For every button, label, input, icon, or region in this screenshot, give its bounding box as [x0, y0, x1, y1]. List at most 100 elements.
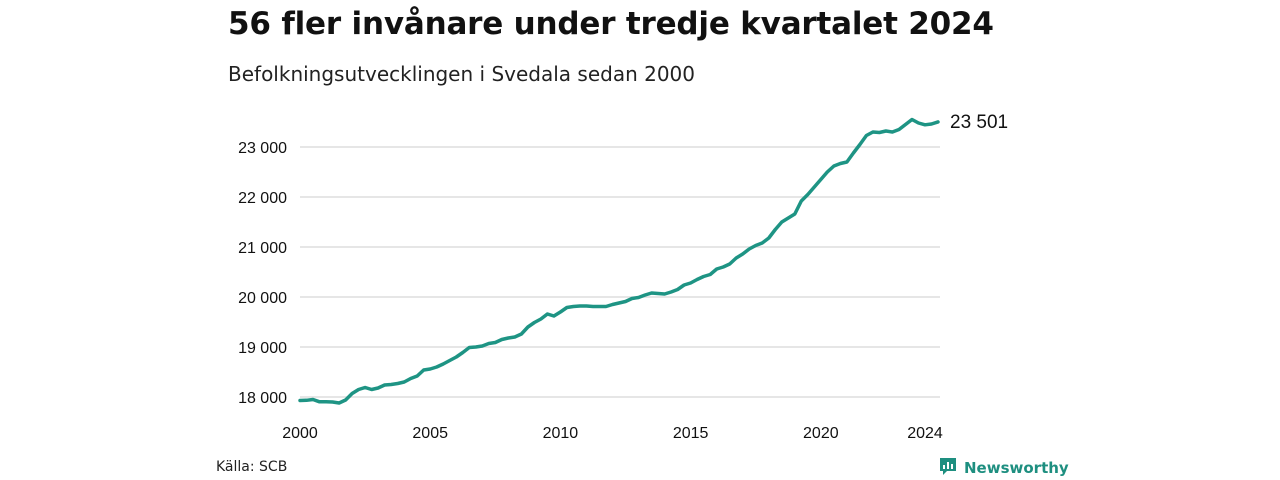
- x-tick-label: 2015: [673, 425, 709, 442]
- data-point: [865, 134, 868, 137]
- data-point: [715, 268, 718, 270]
- data-point: [364, 386, 366, 389]
- x-tick-label: 2000: [282, 425, 318, 442]
- data-point: [768, 237, 770, 239]
- data-points: [299, 118, 939, 404]
- data-point: [644, 294, 646, 296]
- data-point: [904, 123, 907, 126]
- data-point: [409, 377, 412, 380]
- brand-name: Newsworthy: [964, 459, 1069, 477]
- data-point: [833, 165, 835, 167]
- gridlines: [300, 146, 940, 398]
- data-point: [930, 123, 933, 125]
- y-tick-label: 23 000: [238, 140, 287, 157]
- data-point: [396, 382, 399, 385]
- data-point: [924, 124, 926, 126]
- data-point: [794, 213, 796, 215]
- data-point: [416, 375, 419, 377]
- data-point: [370, 388, 373, 391]
- data-point: [774, 228, 777, 231]
- data-point: [494, 341, 497, 344]
- data-point: [611, 303, 614, 306]
- brand-logo: Newsworthy: [938, 456, 1069, 480]
- data-point: [631, 297, 633, 300]
- y-tick-label: 20 000: [238, 290, 287, 307]
- data-point: [872, 131, 874, 133]
- data-point: [403, 381, 406, 383]
- data-point: [579, 305, 581, 307]
- data-point: [754, 244, 757, 247]
- data-point: [299, 399, 301, 402]
- data-point: [624, 300, 627, 303]
- data-point: [807, 193, 809, 196]
- series-layer: [298, 117, 940, 405]
- data-point: [618, 302, 620, 304]
- data-point: [722, 266, 724, 268]
- data-point: [891, 131, 894, 133]
- chart-title: 56 fler invånare under tredje kvartalet …: [228, 6, 994, 42]
- data-point: [481, 345, 484, 347]
- y-axis-tick-labels: 18 000 19 000 20 000 21 000 22 000 23 000: [238, 140, 287, 407]
- data-point: [735, 257, 737, 259]
- data-point: [898, 128, 900, 131]
- data-point: [553, 315, 555, 317]
- newsworthy-logo-icon: [938, 456, 958, 480]
- data-point: [728, 263, 731, 265]
- data-point: [533, 321, 536, 324]
- data-point: [859, 143, 861, 146]
- data-point: [592, 305, 594, 308]
- data-point: [507, 337, 510, 339]
- data-point: [709, 273, 711, 276]
- data-point: [748, 248, 750, 250]
- data-point: [442, 363, 445, 365]
- data-point: [585, 305, 588, 307]
- data-point: [761, 242, 763, 244]
- data-point: [650, 292, 653, 294]
- data-point: [435, 366, 438, 368]
- data-point: [683, 284, 685, 286]
- data-point: [839, 162, 842, 165]
- data-point: [605, 305, 607, 308]
- y-tick-label: 21 000: [238, 240, 287, 257]
- data-point: [344, 399, 347, 401]
- data-point: [325, 401, 327, 403]
- x-tick-label: 2020: [803, 425, 839, 442]
- x-axis-tick-labels: 2000 2005 2010 2015 2020 2024: [282, 425, 943, 442]
- x-tick-label: 2005: [412, 425, 448, 442]
- data-point: [488, 342, 490, 345]
- data-point: [663, 293, 666, 295]
- data-point: [826, 171, 829, 173]
- data-point: [455, 356, 458, 358]
- end-value-label: 23 501: [950, 112, 1008, 133]
- data-point: [657, 292, 659, 295]
- data-point: [527, 326, 529, 328]
- data-point: [501, 338, 503, 341]
- data-point: [475, 346, 477, 348]
- data-point: [383, 384, 386, 386]
- data-point: [318, 401, 321, 403]
- data-point: [462, 351, 464, 354]
- population-line: [298, 117, 940, 405]
- data-point: [566, 306, 568, 309]
- data-point: [468, 346, 471, 349]
- data-point: [702, 275, 705, 278]
- data-point: [422, 369, 425, 371]
- data-point: [598, 305, 601, 308]
- data-point: [676, 288, 679, 291]
- data-point: [911, 118, 913, 121]
- data-point: [787, 217, 790, 219]
- data-point: [670, 291, 672, 293]
- y-tick-label: 22 000: [238, 190, 287, 207]
- data-point: [937, 121, 939, 123]
- y-tick-label: 18 000: [238, 390, 287, 407]
- source-note: Källa: SCB: [216, 459, 288, 475]
- data-point: [696, 278, 698, 281]
- data-point: [800, 200, 803, 202]
- y-tick-label: 19 000: [238, 340, 287, 357]
- data-point: [846, 161, 848, 163]
- data-point: [852, 152, 855, 154]
- data-point: [540, 318, 542, 320]
- data-point: [514, 336, 516, 338]
- data-point: [377, 387, 379, 389]
